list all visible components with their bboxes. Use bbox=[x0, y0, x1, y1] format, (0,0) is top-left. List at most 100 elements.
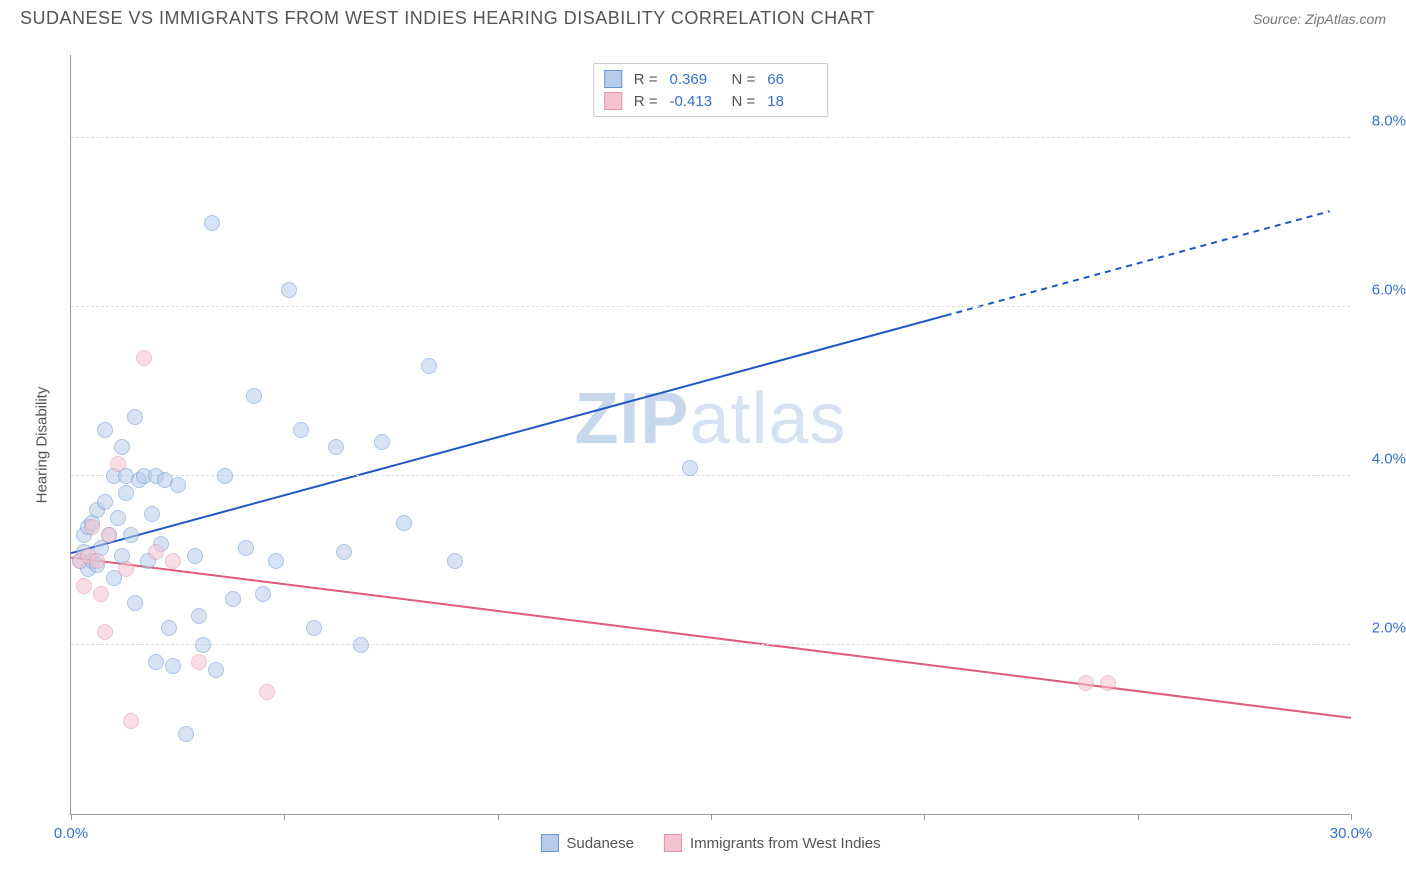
data-point bbox=[110, 510, 126, 526]
y-tick-label: 4.0% bbox=[1372, 451, 1406, 468]
y-axis-title: Hearing Disability bbox=[34, 387, 51, 504]
stat-r-label: R = bbox=[634, 93, 658, 110]
x-tick bbox=[1351, 814, 1352, 820]
data-point bbox=[148, 544, 164, 560]
data-point bbox=[178, 726, 194, 742]
trend-line-solid bbox=[71, 316, 946, 554]
data-point bbox=[148, 654, 164, 670]
data-point bbox=[328, 439, 344, 455]
data-point bbox=[76, 578, 92, 594]
trend-line-dashed bbox=[946, 211, 1330, 315]
data-point bbox=[682, 460, 698, 476]
legend-item: Sudanese bbox=[540, 834, 634, 852]
y-tick-label: 8.0% bbox=[1372, 113, 1406, 130]
stat-r-label: R = bbox=[634, 71, 658, 88]
stat-n-label: N = bbox=[732, 93, 756, 110]
data-point bbox=[165, 658, 181, 674]
data-point bbox=[255, 586, 271, 602]
data-point bbox=[127, 595, 143, 611]
stats-row: R = 0.369 N = 66 bbox=[604, 68, 818, 90]
grid-line bbox=[71, 644, 1350, 645]
data-point bbox=[1078, 675, 1094, 691]
source-name: ZipAtlas.com bbox=[1305, 11, 1386, 27]
x-tick bbox=[71, 814, 72, 820]
data-point bbox=[93, 586, 109, 602]
data-point bbox=[114, 439, 130, 455]
legend-label: Immigrants from West Indies bbox=[690, 835, 881, 852]
x-tick bbox=[711, 814, 712, 820]
bottom-legend: Sudanese Immigrants from West Indies bbox=[540, 834, 880, 852]
data-point bbox=[1100, 675, 1116, 691]
data-point bbox=[136, 350, 152, 366]
grid-line bbox=[71, 137, 1350, 138]
watermark: ZIPatlas bbox=[574, 378, 846, 460]
grid-line bbox=[71, 475, 1350, 476]
x-tick bbox=[1138, 814, 1139, 820]
x-tick bbox=[924, 814, 925, 820]
plot-area: ZIPatlas R =0.369N =66R =-0.413N =18 Sud… bbox=[70, 55, 1350, 815]
data-point bbox=[191, 608, 207, 624]
grid-line bbox=[71, 306, 1350, 307]
source-prefix: Source: bbox=[1253, 11, 1305, 27]
data-point bbox=[246, 388, 262, 404]
data-point bbox=[144, 506, 160, 522]
data-point bbox=[225, 591, 241, 607]
data-point bbox=[170, 477, 186, 493]
data-point bbox=[208, 662, 224, 678]
stat-n-value: 18 bbox=[767, 93, 817, 110]
data-point bbox=[421, 358, 437, 374]
data-point bbox=[293, 422, 309, 438]
x-tick-label: 30.0% bbox=[1330, 825, 1373, 842]
watermark-part2: atlas bbox=[689, 379, 846, 459]
stats-legend: R = 0.369 N = 66 R = -0.413 N = 18 bbox=[593, 63, 829, 117]
chart-title: SUDANESE VS IMMIGRANTS FROM WEST INDIES … bbox=[20, 8, 875, 29]
data-point bbox=[123, 527, 139, 543]
data-point bbox=[89, 553, 105, 569]
data-point bbox=[187, 548, 203, 564]
data-point bbox=[217, 468, 233, 484]
y-tick-label: 6.0% bbox=[1372, 282, 1406, 299]
data-point bbox=[84, 519, 100, 535]
data-point bbox=[281, 282, 297, 298]
stat-r-value: -0.413 bbox=[670, 93, 720, 110]
watermark-part1: ZIP bbox=[574, 379, 689, 459]
source-attribution: Source: ZipAtlas.com bbox=[1253, 11, 1386, 27]
data-point bbox=[161, 620, 177, 636]
stat-n-value: 66 bbox=[767, 71, 817, 88]
x-tick bbox=[498, 814, 499, 820]
legend-swatch bbox=[604, 92, 622, 110]
data-point bbox=[204, 215, 220, 231]
legend-swatch bbox=[604, 70, 622, 88]
data-point bbox=[191, 654, 207, 670]
data-point bbox=[447, 553, 463, 569]
data-point bbox=[97, 494, 113, 510]
x-tick-label: 0.0% bbox=[54, 825, 88, 842]
data-point bbox=[195, 637, 211, 653]
data-point bbox=[97, 624, 113, 640]
data-point bbox=[127, 409, 143, 425]
data-point bbox=[259, 684, 275, 700]
data-point bbox=[353, 637, 369, 653]
data-point bbox=[268, 553, 284, 569]
stats-row: R = -0.413 N = 18 bbox=[604, 90, 818, 112]
data-point bbox=[165, 553, 181, 569]
x-tick bbox=[284, 814, 285, 820]
data-point bbox=[238, 540, 254, 556]
data-point bbox=[336, 544, 352, 560]
data-point bbox=[118, 561, 134, 577]
legend-label: Sudanese bbox=[566, 835, 634, 852]
legend-swatch bbox=[664, 834, 682, 852]
chart-container: Hearing Disability ZIPatlas R =0.369N =6… bbox=[50, 45, 1390, 845]
data-point bbox=[110, 456, 126, 472]
trend-lines bbox=[71, 55, 1351, 815]
y-tick-label: 2.0% bbox=[1372, 620, 1406, 637]
stat-n-label: N = bbox=[732, 71, 756, 88]
data-point bbox=[101, 527, 117, 543]
data-point bbox=[123, 713, 139, 729]
data-point bbox=[97, 422, 113, 438]
data-point bbox=[374, 434, 390, 450]
data-point bbox=[396, 515, 412, 531]
legend-item: Immigrants from West Indies bbox=[664, 834, 881, 852]
data-point bbox=[118, 485, 134, 501]
stat-r-value: 0.369 bbox=[670, 71, 720, 88]
